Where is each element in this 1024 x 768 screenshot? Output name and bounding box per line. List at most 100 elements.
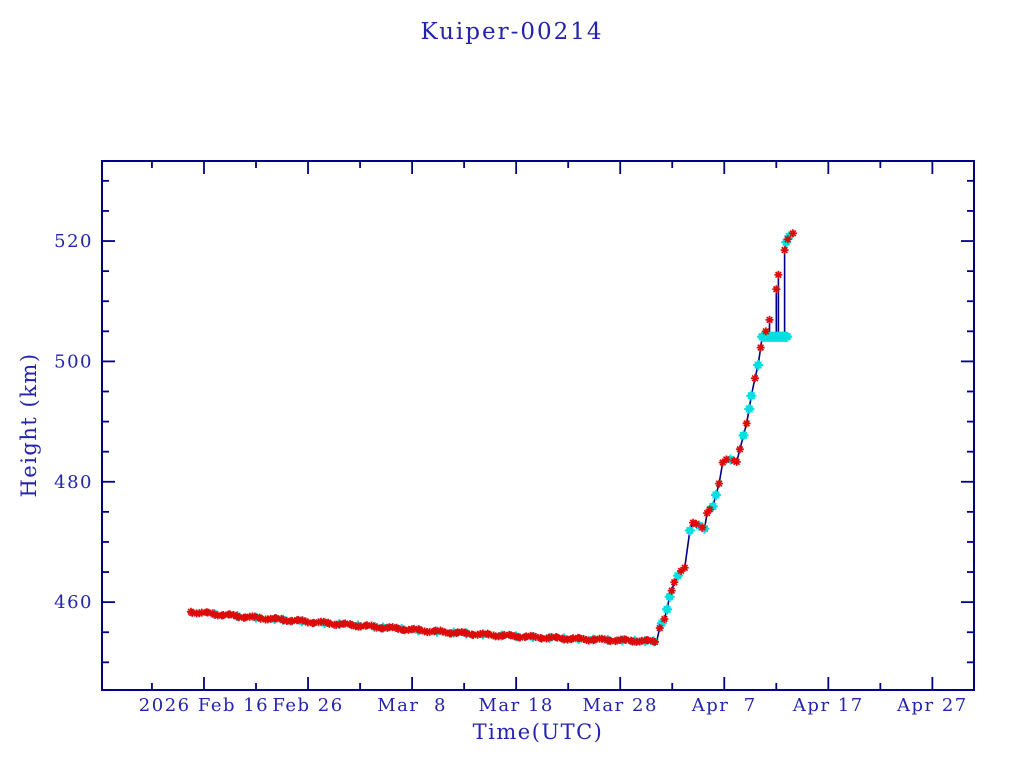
cyan-square [754, 361, 762, 369]
red-asterisk [750, 374, 759, 383]
red-asterisk [756, 343, 765, 352]
cyan-markers [209, 231, 795, 647]
red-asterisk [469, 630, 478, 639]
x-tick-label: Apr 27 [896, 695, 968, 716]
red-asterisk [394, 624, 403, 633]
red-asterisk [655, 624, 664, 633]
red-asterisk [431, 626, 440, 635]
x-axis-title: Time(UTC) [473, 720, 604, 744]
red-asterisk [234, 613, 243, 622]
red-asterisk [515, 633, 524, 642]
red-asterisk [698, 523, 707, 532]
red-asterisk [356, 622, 365, 631]
red-asterisk [441, 628, 450, 637]
red-asterisk [600, 635, 609, 644]
cyan-square [785, 232, 793, 240]
red-asterisk [522, 632, 531, 641]
red-asterisk [416, 626, 425, 635]
red-asterisk [462, 629, 471, 638]
red-asterisk [409, 624, 418, 633]
red-asterisk [765, 315, 774, 324]
red-asterisk [637, 636, 646, 645]
cyan-square [663, 605, 671, 613]
red-asterisk [319, 617, 328, 626]
y-tick-label: 500 [54, 351, 93, 372]
red-asterisk [579, 635, 588, 644]
red-asterisk [651, 638, 660, 647]
data-line [189, 232, 794, 643]
red-asterisk [606, 637, 615, 646]
red-asterisk [378, 624, 387, 633]
red-asterisk [266, 614, 275, 623]
red-asterisk [478, 629, 487, 638]
red-asterisk [219, 611, 228, 620]
red-asterisk [590, 635, 599, 644]
red-asterisk [553, 633, 562, 642]
red-asterisk-markers [186, 229, 797, 647]
red-asterisk [362, 621, 371, 630]
red-asterisk [529, 632, 538, 641]
red-asterisk [447, 629, 456, 638]
red-asterisk [722, 455, 731, 464]
red-asterisk [347, 621, 356, 630]
red-asterisk [298, 616, 307, 625]
red-asterisk [680, 563, 689, 572]
x-tick-label: Mar 18 [478, 695, 553, 716]
red-asterisk [241, 613, 250, 622]
cyan-square [695, 522, 703, 530]
red-asterisk [705, 505, 714, 514]
red-asterisk [643, 636, 652, 645]
red-asterisk [279, 616, 288, 625]
axis-ticks [102, 161, 974, 690]
red-asterisk [438, 627, 447, 636]
red-asterisk [272, 614, 281, 623]
red-asterisk [494, 632, 503, 641]
red-asterisk [628, 637, 637, 646]
chart-title: Kuiper-00214 [420, 19, 603, 45]
red-asterisk [370, 622, 379, 631]
red-asterisk [506, 631, 515, 640]
y-tick-labels: 460 480 500 520 [54, 231, 93, 613]
red-asterisk [341, 619, 350, 628]
red-asterisk [575, 634, 584, 643]
cyan-square [686, 527, 694, 535]
red-asterisk [256, 614, 265, 623]
x-tick-label: Feb 26 [272, 695, 343, 716]
cyan-square [747, 392, 755, 400]
cyan-square [782, 238, 790, 246]
red-asterisk [188, 608, 197, 617]
red-asterisk [309, 618, 318, 627]
red-asterisk [703, 509, 712, 518]
red-asterisk [288, 616, 297, 625]
cyan-square [745, 405, 753, 413]
plot-frame [101, 160, 975, 691]
red-asterisk [372, 623, 381, 632]
red-asterisk [250, 612, 259, 621]
red-asterisk [213, 611, 222, 620]
red-asterisk [761, 327, 770, 336]
red-asterisk [730, 456, 739, 465]
y-tick-label: 520 [54, 231, 93, 252]
red-asterisk [537, 634, 546, 643]
cyan-square [666, 593, 674, 601]
red-asterisk [718, 458, 727, 467]
cyan-square [758, 333, 766, 341]
red-asterisk [229, 611, 238, 620]
red-asterisk [742, 419, 751, 428]
y-axis-title: Height (km) [17, 352, 41, 497]
red-asterisk [203, 608, 212, 617]
red-asterisk [197, 608, 206, 617]
red-asterisk [531, 632, 540, 641]
red-asterisk [774, 270, 783, 279]
red-asterisk [367, 621, 376, 630]
red-asterisk [303, 618, 312, 627]
red-asterisk [484, 630, 493, 639]
red-asterisk [510, 632, 519, 641]
red-asterisk [667, 586, 676, 595]
red-asterisk [584, 636, 593, 645]
cyan-square [712, 491, 720, 499]
red-asterisk [692, 519, 701, 528]
red-asterisk [677, 566, 686, 575]
